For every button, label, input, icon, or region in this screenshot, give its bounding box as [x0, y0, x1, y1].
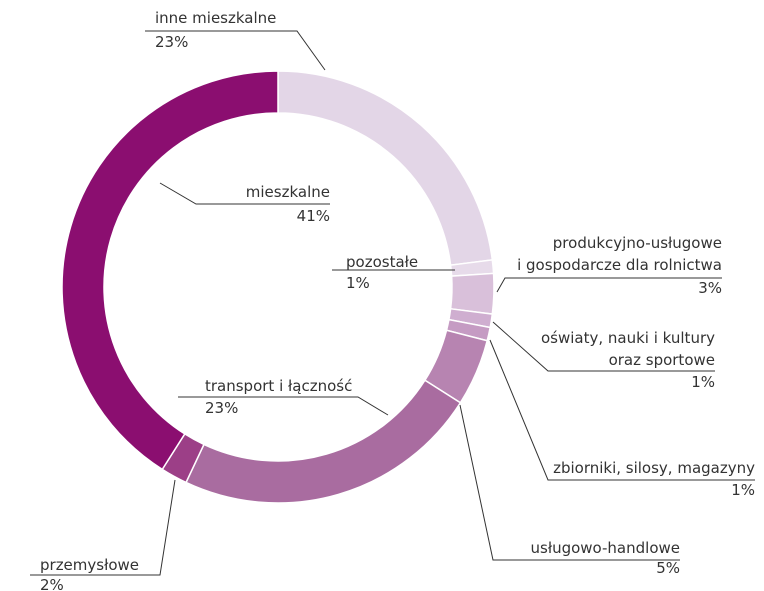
leader-line: [492, 321, 715, 372]
value-label: 5%: [656, 559, 680, 577]
donut-segment: [61, 70, 279, 471]
value-label: 3%: [698, 279, 722, 297]
segment-label: usługowo-handlowe: [530, 539, 681, 557]
segment-label: transport i łączność: [205, 377, 353, 395]
leader-line: [145, 30, 326, 71]
value-label: 2%: [40, 576, 64, 591]
segment-label: mieszkalne: [245, 183, 330, 201]
leader-line: [489, 339, 755, 481]
donut-segment: [277, 70, 494, 267]
segment-label: przemysłowe: [40, 556, 140, 574]
value-label: 1%: [731, 481, 755, 499]
segment-label: oświaty, nauki i kultury oraz sportowe: [540, 329, 715, 369]
segment-label: inne mieszkalne: [155, 9, 277, 27]
leader-line: [159, 182, 330, 205]
segment-label: zbiorniki, silosy, magazyny: [553, 459, 755, 477]
value-label: 41%: [296, 207, 330, 225]
value-label: 1%: [691, 373, 715, 391]
value-label: 23%: [155, 33, 189, 51]
leader-line: [30, 479, 176, 576]
segment-label: pozostałe: [346, 253, 419, 271]
leader-line: [459, 404, 680, 561]
segment-label: produkcyjno-usługowe i gospodarcze dla r…: [517, 234, 722, 274]
leader-line: [178, 396, 389, 416]
value-label: 1%: [346, 274, 370, 292]
donut-segment: [449, 272, 495, 315]
leader-line: [496, 277, 722, 293]
value-label: 23%: [205, 399, 239, 417]
